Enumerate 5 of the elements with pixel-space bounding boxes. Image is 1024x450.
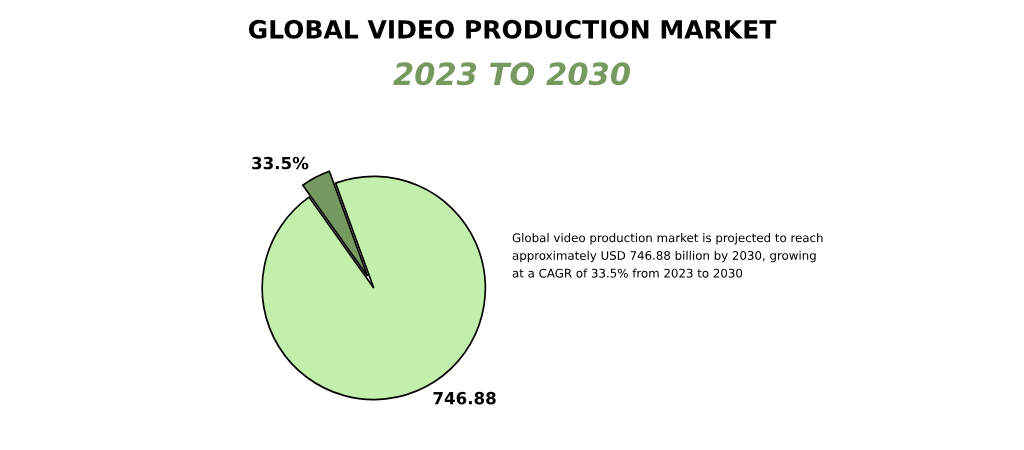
data-label: 746.88 [433,391,496,405]
text: Global video production market is projected to reach approximately USD 746.88 billion by 2030, growing at a CAGR of 33.5% from 2023 to 2030 [512,233,823,278]
data-label: 33.5% [252,156,309,170]
chart-title: GLOBAL VIDEO PRODUCTION MARKET [248,19,777,39]
chart-subtitle: 2023 TO 2030 [393,62,630,86]
